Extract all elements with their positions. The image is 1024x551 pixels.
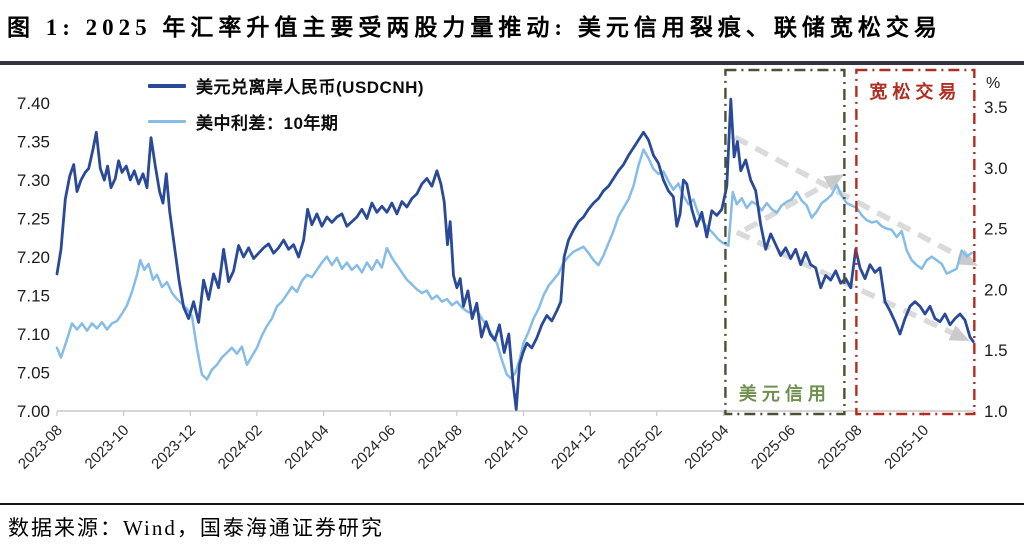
x-axis-tick-label: 2025-06 (748, 422, 799, 473)
left-axis-tick-label: 7.10 (17, 325, 50, 344)
left-axis-tick-label: 7.30 (17, 171, 50, 190)
legend-item-rate-spread: 美中利差：10年期 (148, 108, 424, 135)
legend-swatch-usdcnh-line (148, 83, 186, 88)
left-axis-tick-label: 7.20 (17, 248, 50, 267)
x-axis-tick-label: 2024-04 (281, 422, 332, 473)
trend-dashed-line (743, 175, 840, 233)
right-axis-tick-label: 3.5 (984, 98, 1008, 117)
x-axis-tick-label: 2024-12 (548, 422, 599, 473)
left-axis-tick-label: 7.25 (17, 210, 50, 229)
chart-area: 2023-08 2023-10 2023-12 2024-02 2024-04 2024-… (0, 62, 1024, 503)
x-axis-tick-label: 2025-10 (881, 422, 932, 473)
trend-arrowhead-icon (948, 325, 970, 342)
source-note: 数据来源：Wind，国泰海通证券研究 (8, 516, 384, 540)
right-axis-tick-label: 1.0 (984, 402, 1008, 421)
left-axis-tick-label: 7.00 (17, 402, 50, 421)
trend-arrowhead-icon (823, 174, 845, 191)
chart-legend: 美元兑离岸人民币(USDCNH) 美中利差：10年期 (148, 72, 424, 135)
left-axis-tick-label: 7.35 (17, 133, 50, 152)
x-axis-tick-label: 2023-10 (82, 422, 133, 473)
legend-item-usdcnh: 美元兑离岸人民币(USDCNH) (148, 72, 424, 99)
x-axis-tick-label: 2025-04 (681, 422, 732, 473)
easing-trade-label: 宽松交易 (869, 81, 961, 102)
title-divider (0, 61, 1024, 65)
right-axis-tick-label: 2.5 (984, 220, 1008, 239)
source-divider (0, 503, 1024, 505)
x-axis-tick-label: 2025-02 (615, 422, 666, 473)
left-axis-tick-label: 7.05 (17, 364, 50, 383)
x-axis-tick-label: 2023-08 (15, 422, 66, 473)
usdcnh-line (55, 97, 975, 411)
right-axis-tick-label: 1.5 (984, 341, 1008, 360)
left-axis-tick-label: 7.15 (17, 287, 50, 306)
x-axis-tick-label: 2024-10 (481, 422, 532, 473)
right-axis-tick-label: 2.0 (984, 280, 1008, 299)
dollar-credit-box (724, 68, 846, 416)
right-axis-unit-label: % (986, 75, 1000, 92)
x-axis-tick-label: 2024-02 (215, 422, 266, 473)
x-axis-tick-label: 2025-08 (815, 422, 866, 473)
x-axis-tick-label: 2024-06 (348, 422, 399, 473)
chart-svg: 2023-08 2023-10 2023-12 2024-02 2024-04 2024-… (15, 68, 1008, 473)
x-axis-tick-label: 2024-08 (415, 422, 466, 473)
legend-label-rate-spread: 美中利差：10年期 (196, 114, 339, 133)
easing-trade-box (855, 68, 976, 416)
x-axis-tick-label: 2023-12 (148, 422, 199, 473)
trend-dashed-line (733, 134, 973, 266)
legend-label-usdcnh: 美元兑离岸人民币(USDCNH) (196, 78, 425, 97)
figure-title: 图 1: 2025 年汇率升值主要受两股力量推动: 美元信用裂痕、联储宽松交易 (7, 15, 942, 40)
legend-swatch-rate-spread-line (148, 120, 186, 123)
dollar-credit-label: 美元信用 (739, 383, 831, 404)
right-axis-tick-label: 3.0 (984, 159, 1008, 178)
left-axis-tick-label: 7.40 (17, 94, 50, 113)
